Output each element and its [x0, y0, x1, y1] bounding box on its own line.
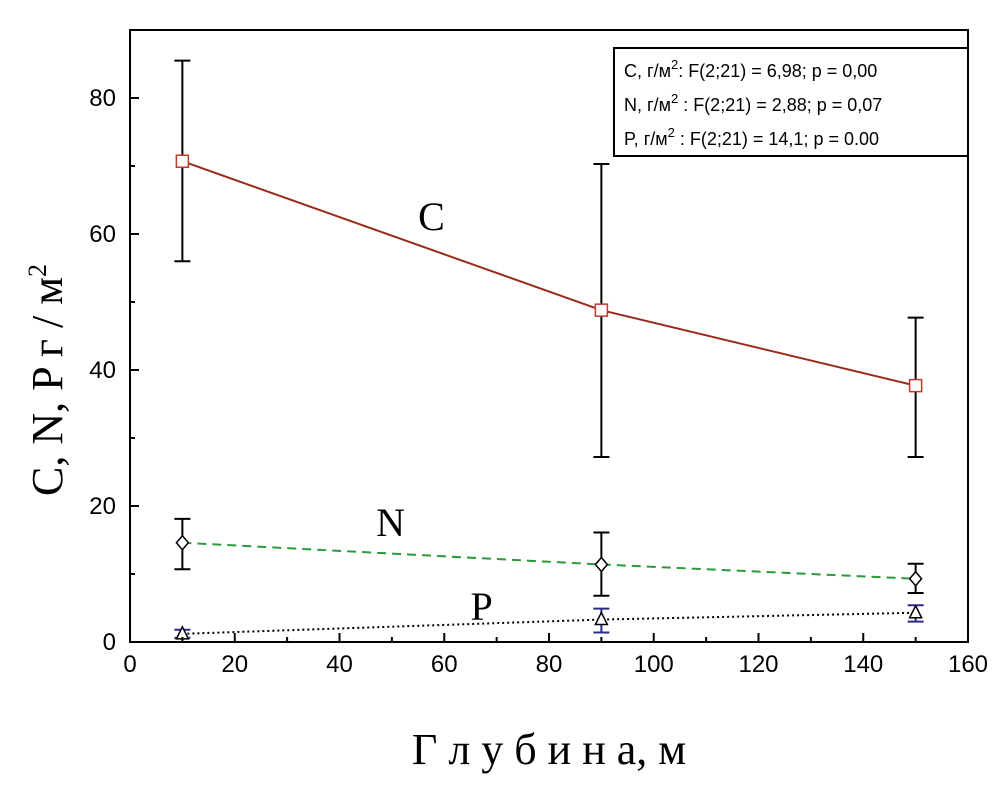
point-c-0 — [175, 154, 190, 168]
series-labels: C N P — [376, 194, 493, 629]
y-tick-label-3: 60 — [89, 221, 116, 248]
legend-entry-n: N, г/м2 : F(2;21) = 2,88; p = 0,07 — [624, 91, 882, 115]
x-tick-label-0: 0 — [123, 651, 136, 678]
point-c-1 — [594, 303, 609, 317]
point-n-2 — [908, 570, 923, 587]
markers — [175, 154, 923, 640]
x-tick-label-1: 20 — [221, 651, 248, 678]
x-tick-label-7: 140 — [843, 651, 883, 678]
series-label-n: N — [376, 500, 405, 545]
series-n-line — [182, 541, 916, 580]
point-n-1 — [594, 556, 609, 573]
y-tick-label-4: 80 — [89, 85, 116, 112]
legend: C, г/м2: F(2;21) = 6,98; p = 0,00 N, г/м… — [613, 47, 969, 157]
x-tick-label-8: 160 — [948, 651, 988, 678]
x-axis: 0 20 40 60 80 100 120 140 160 — [123, 633, 988, 678]
legend-box — [613, 47, 969, 157]
x-tick-label-6: 120 — [738, 651, 778, 678]
y-tick-label-2: 40 — [89, 357, 116, 384]
series-label-c: C — [418, 194, 445, 239]
series-lines — [182, 160, 916, 635]
point-p-2 — [908, 604, 923, 619]
point-p-1 — [594, 610, 609, 626]
legend-entry-p: P, г/м2 : F(2;21) = 14,1; p = 0.00 — [624, 125, 879, 149]
x-tick-label-5: 100 — [634, 651, 674, 678]
x-axis-title: Г л у б и н а, м — [412, 725, 686, 774]
x-tick-label-4: 80 — [536, 651, 563, 678]
y-axis-title: C, N, P г / м2 — [23, 264, 72, 496]
series-p-line — [182, 611, 916, 635]
point-n-0 — [175, 534, 190, 551]
point-c-2 — [908, 378, 923, 393]
y-axis: 0 20 40 60 80 — [89, 85, 139, 656]
y-tick-label-1: 20 — [89, 493, 116, 520]
y-tick-label-0: 0 — [103, 629, 116, 656]
x-tick-label-2: 40 — [326, 651, 353, 678]
series-label-p: P — [470, 584, 492, 629]
x-tick-label-3: 60 — [431, 651, 458, 678]
legend-entry-c: C, г/м2: F(2;21) = 6,98; p = 0,00 — [624, 57, 877, 81]
series-c-line — [182, 160, 916, 387]
